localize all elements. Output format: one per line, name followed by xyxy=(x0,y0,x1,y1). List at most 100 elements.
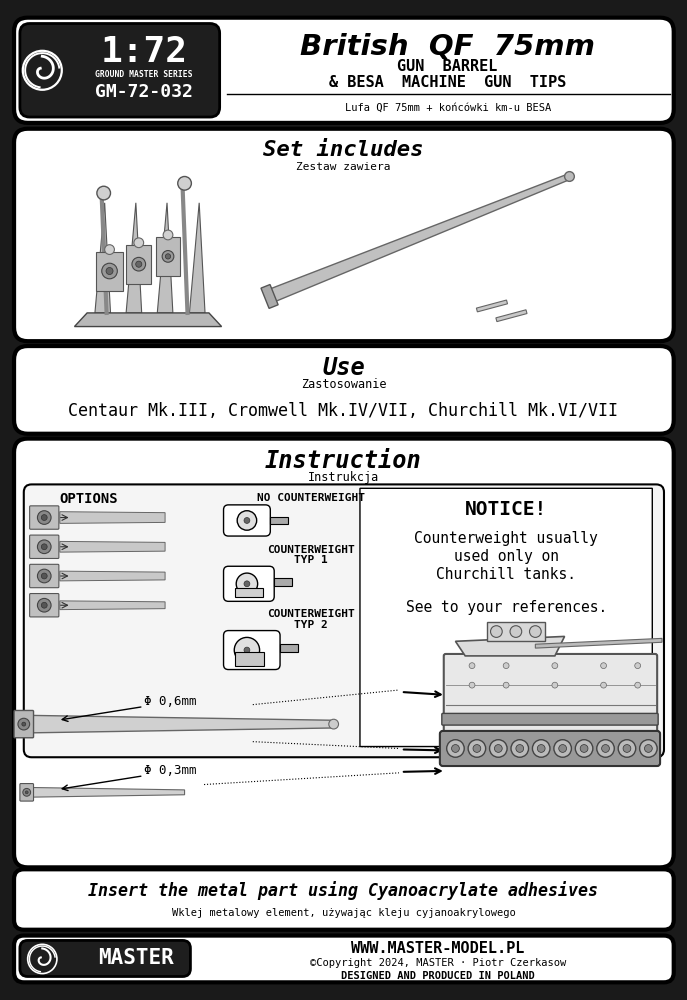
Circle shape xyxy=(469,663,475,669)
FancyBboxPatch shape xyxy=(223,631,280,670)
FancyBboxPatch shape xyxy=(20,940,190,976)
Text: used only on: used only on xyxy=(453,549,559,564)
Circle shape xyxy=(41,602,47,608)
Circle shape xyxy=(473,745,481,752)
Polygon shape xyxy=(60,512,165,523)
FancyBboxPatch shape xyxy=(442,713,658,725)
FancyBboxPatch shape xyxy=(223,505,270,536)
Circle shape xyxy=(136,261,142,267)
Polygon shape xyxy=(126,245,151,284)
Polygon shape xyxy=(60,571,165,581)
Circle shape xyxy=(635,682,640,688)
Text: NO COUNTERWEIGHT: NO COUNTERWEIGHT xyxy=(257,493,365,503)
Circle shape xyxy=(618,740,635,757)
Polygon shape xyxy=(74,313,222,327)
Circle shape xyxy=(37,540,51,554)
Circle shape xyxy=(503,663,509,669)
Circle shape xyxy=(581,745,588,752)
Circle shape xyxy=(237,511,257,530)
Text: OPTIONS: OPTIONS xyxy=(60,492,118,506)
Circle shape xyxy=(640,740,657,757)
Text: Insert the metal part using Cyanoacrylate adhesives: Insert the metal part using Cyanoacrylat… xyxy=(89,881,598,900)
Circle shape xyxy=(495,745,502,752)
FancyBboxPatch shape xyxy=(14,346,674,434)
Text: NOTICE!: NOTICE! xyxy=(465,500,548,519)
Circle shape xyxy=(23,51,62,90)
Text: Φ 0,6mm: Φ 0,6mm xyxy=(144,695,196,708)
Circle shape xyxy=(600,682,607,688)
Circle shape xyxy=(516,745,523,752)
Polygon shape xyxy=(261,285,278,308)
Bar xyxy=(280,644,297,652)
Circle shape xyxy=(575,740,593,757)
Circle shape xyxy=(41,573,47,579)
Circle shape xyxy=(537,745,545,752)
Circle shape xyxy=(244,581,250,587)
Circle shape xyxy=(244,518,250,523)
Text: GROUND MASTER SERIES: GROUND MASTER SERIES xyxy=(95,70,192,79)
Circle shape xyxy=(602,745,609,752)
Circle shape xyxy=(451,745,460,752)
Text: Zastosowanie: Zastosowanie xyxy=(301,378,386,391)
Text: Instrukcja: Instrukcja xyxy=(308,471,379,484)
FancyBboxPatch shape xyxy=(20,24,220,117)
FancyBboxPatch shape xyxy=(30,535,59,558)
Circle shape xyxy=(511,740,528,757)
Polygon shape xyxy=(157,203,173,313)
Text: GM-72-032: GM-72-032 xyxy=(95,83,192,101)
Circle shape xyxy=(510,626,521,637)
Circle shape xyxy=(37,569,51,583)
Circle shape xyxy=(530,626,541,637)
Circle shape xyxy=(236,573,258,595)
Text: COUNTERWEIGHT: COUNTERWEIGHT xyxy=(267,545,355,555)
FancyBboxPatch shape xyxy=(223,566,274,601)
Circle shape xyxy=(597,740,614,757)
Text: TYP 1: TYP 1 xyxy=(294,555,328,565)
Circle shape xyxy=(635,663,640,669)
Text: Lufa QF 75mm + końcówki km-u BESA: Lufa QF 75mm + końcówki km-u BESA xyxy=(345,102,551,112)
Polygon shape xyxy=(535,638,662,648)
FancyBboxPatch shape xyxy=(14,936,674,982)
FancyBboxPatch shape xyxy=(14,129,674,341)
Text: British  QF  75mm: British QF 75mm xyxy=(300,33,595,61)
Circle shape xyxy=(41,544,47,550)
FancyBboxPatch shape xyxy=(14,710,34,738)
Polygon shape xyxy=(476,300,508,312)
Circle shape xyxy=(491,626,502,637)
Circle shape xyxy=(97,186,111,200)
Polygon shape xyxy=(496,310,527,322)
Text: Wklej metalowy element, używając kleju cyjanoakrylowego: Wklej metalowy element, używając kleju c… xyxy=(172,908,515,918)
Text: WWW.MASTER-MODEL.PL: WWW.MASTER-MODEL.PL xyxy=(351,941,525,956)
Circle shape xyxy=(234,637,260,663)
Text: TYP 2: TYP 2 xyxy=(294,620,328,630)
Text: 1:72: 1:72 xyxy=(100,35,187,69)
Circle shape xyxy=(244,647,250,653)
Text: See to your references.: See to your references. xyxy=(405,600,607,615)
Circle shape xyxy=(163,230,173,240)
Circle shape xyxy=(644,745,652,752)
Text: & BESA  MACHINE  GUN  TIPS: & BESA MACHINE GUN TIPS xyxy=(329,75,566,90)
FancyBboxPatch shape xyxy=(14,869,674,930)
Circle shape xyxy=(565,172,574,181)
Text: MASTER: MASTER xyxy=(98,948,174,968)
Circle shape xyxy=(106,268,113,275)
FancyBboxPatch shape xyxy=(30,594,59,617)
Bar xyxy=(235,588,262,597)
Text: Centaur Mk.III, Cromwell Mk.IV/VII, Churchill Mk.VI/VII: Centaur Mk.III, Cromwell Mk.IV/VII, Chur… xyxy=(69,402,618,420)
Circle shape xyxy=(18,718,30,730)
Circle shape xyxy=(552,682,558,688)
Circle shape xyxy=(104,245,115,254)
Text: GUN  BARREL: GUN BARREL xyxy=(398,59,498,74)
Circle shape xyxy=(102,263,117,279)
FancyBboxPatch shape xyxy=(30,506,59,529)
Text: COUNTERWEIGHT: COUNTERWEIGHT xyxy=(267,609,355,619)
Circle shape xyxy=(37,511,51,524)
Text: Counterweight usually: Counterweight usually xyxy=(414,531,598,546)
Circle shape xyxy=(554,740,572,757)
Circle shape xyxy=(132,257,146,271)
Circle shape xyxy=(468,740,486,757)
Circle shape xyxy=(41,515,47,520)
Polygon shape xyxy=(29,715,330,733)
Circle shape xyxy=(490,740,507,757)
Circle shape xyxy=(469,682,475,688)
